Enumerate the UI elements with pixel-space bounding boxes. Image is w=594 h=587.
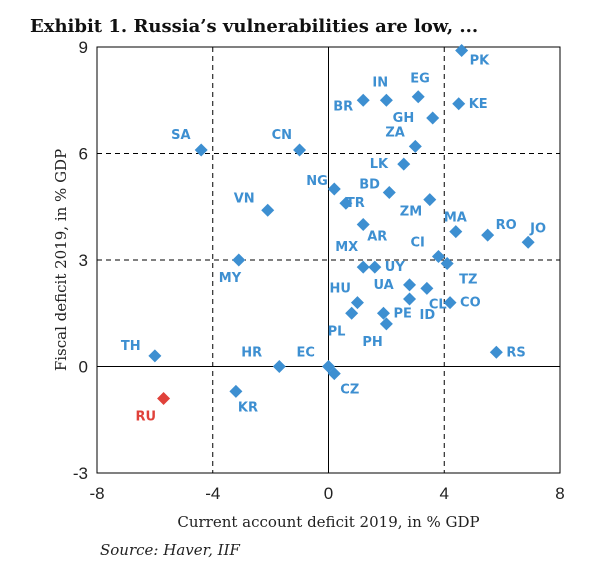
y-tick-label: 6 (79, 145, 88, 164)
data-points (148, 44, 535, 405)
point-label-cn: CN (272, 128, 292, 143)
point-label-ua: UA (374, 278, 394, 293)
point-ua (403, 278, 417, 292)
point-label-zm: ZM (400, 205, 422, 220)
point-label-sa: SA (171, 128, 190, 143)
point-label-hr: HR (241, 346, 262, 361)
point-sa (194, 143, 208, 157)
point-vn (261, 203, 275, 217)
x-tick-label: -4 (205, 484, 220, 503)
point-label-co: CO (460, 296, 481, 311)
point-label-tr: TR (346, 196, 365, 211)
point-ng (327, 182, 341, 196)
point-label-gh: GH (393, 111, 415, 126)
point-label-cz: CZ (340, 383, 359, 398)
point-label-ng: NG (306, 174, 328, 189)
point-cl (420, 281, 434, 295)
point-label-ec: EC (297, 346, 315, 361)
point-label-jo: JO (529, 221, 546, 236)
point-pe (376, 306, 390, 320)
point-hr (272, 360, 286, 373)
point-label-uy: UY (385, 260, 406, 275)
x-axis-label: Current account deficit 2019, in % GDP (177, 513, 479, 531)
point-label-my: MY (219, 271, 242, 286)
y-axis-label: Fiscal deficit 2019, in % GDP (52, 149, 70, 371)
point-ro (481, 228, 495, 242)
point-cn (293, 143, 307, 157)
point-uy (368, 260, 382, 274)
point-ke (452, 97, 466, 111)
point-label-ro: RO (496, 218, 517, 233)
point-cz (327, 367, 341, 381)
point-label-ar: AR (367, 230, 387, 245)
point-label-kr: KR (238, 400, 258, 415)
point-kr (229, 384, 243, 398)
point-id (403, 292, 417, 306)
x-tick-label: 8 (555, 484, 564, 503)
point-label-lk: LK (370, 157, 389, 172)
point-label-cl: CL (429, 297, 447, 312)
point-jo (521, 235, 535, 249)
point-pl (345, 306, 359, 320)
point-label-th: TH (121, 339, 141, 354)
point-ph (379, 317, 393, 331)
point-label-eg: EG (410, 72, 430, 87)
point-label-ma: MA (444, 211, 467, 226)
point-label-mx: MX (335, 240, 358, 255)
point-ru (157, 391, 171, 405)
point-label-bd: BD (359, 178, 380, 193)
point-in (379, 93, 393, 107)
point-label-pe: PE (393, 306, 411, 321)
point-th (148, 349, 162, 363)
point-rs (489, 345, 503, 359)
chart-title: Exhibit 1. Russia’s vulnerabilities are … (30, 16, 479, 37)
point-label-rs: RS (506, 345, 525, 360)
point-label-vn: VN (234, 191, 255, 206)
point-tz (440, 257, 454, 271)
point-label-br: BR (333, 99, 353, 114)
point-label-ph: PH (362, 335, 382, 350)
point-eg (411, 90, 425, 104)
point-za (408, 139, 422, 153)
point-label-id: ID (420, 308, 436, 323)
point-label-ru: RU (136, 409, 157, 424)
point-label-za: ZA (385, 125, 405, 140)
x-tick-label: 0 (324, 484, 333, 503)
point-zm (423, 193, 437, 207)
point-ci (431, 249, 445, 263)
tick-labels: -8 -4 0 4 8 -3 0 3 6 9 (73, 38, 565, 503)
source-note: Source: Haver, IIF (100, 541, 240, 559)
x-tick-label: -8 (89, 484, 104, 503)
point-br (356, 93, 370, 107)
y-tick-label: -3 (73, 464, 88, 483)
point-label-ci: CI (410, 235, 424, 250)
point-ar (356, 218, 370, 231)
point-pk (455, 44, 469, 58)
point-label-pl: PL (328, 324, 346, 339)
x-tick-label: 4 (440, 484, 449, 503)
point-ma (449, 225, 463, 239)
point-co (443, 296, 457, 310)
point-label-pk: PK (470, 54, 491, 69)
y-tick-label: 9 (79, 38, 88, 57)
point-hu (350, 296, 364, 310)
y-tick-label: 3 (79, 251, 88, 270)
point-bd (382, 186, 396, 200)
point-tr (339, 196, 353, 210)
point-label-in: IN (372, 75, 388, 90)
point-my (232, 253, 246, 267)
point-label-hu: HU (329, 282, 350, 297)
point-mx (356, 260, 370, 274)
point-label-ke: KE (469, 97, 488, 112)
grid-lines (96, 46, 561, 474)
point-label-tz: TZ (459, 273, 477, 288)
point-gh (426, 111, 440, 125)
y-tick-label: 0 (79, 358, 88, 377)
point-lk (397, 157, 411, 171)
